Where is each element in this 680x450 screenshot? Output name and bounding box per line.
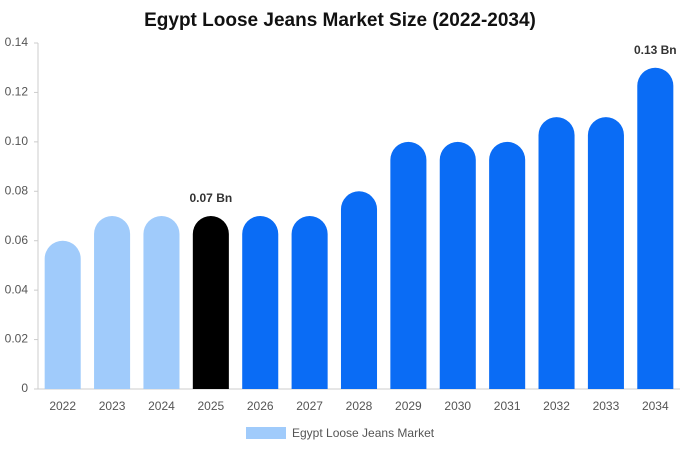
y-tick-label: 0.04 [5, 282, 29, 296]
y-tick-label: 0.08 [5, 183, 29, 197]
bar [44, 240, 81, 389]
bar [538, 117, 575, 389]
bar [242, 215, 279, 389]
y-tick-label: 0.14 [5, 35, 29, 49]
x-tick-label: 2023 [99, 399, 126, 413]
x-tick-label: 2034 [642, 399, 669, 413]
legend-swatch [246, 427, 286, 439]
x-tick-label: 2026 [247, 399, 274, 413]
bar [291, 215, 328, 389]
y-tick-label: 0.06 [5, 233, 29, 247]
bar [587, 117, 624, 389]
x-tick-label: 2029 [395, 399, 422, 413]
x-tick-label: 2022 [49, 399, 76, 413]
bar [143, 216, 180, 389]
bar [94, 216, 131, 389]
bar [192, 216, 229, 389]
x-tick-label: 2032 [543, 399, 570, 413]
bar [439, 141, 476, 389]
x-tick-label: 2033 [593, 399, 620, 413]
legend-label: Egypt Loose Jeans Market [292, 426, 435, 440]
value-label: 0.13 Bn [634, 43, 677, 57]
bar [390, 141, 427, 389]
y-tick-label: 0.10 [5, 134, 29, 148]
y-tick-label: 0 [21, 381, 28, 395]
x-tick-label: 2028 [346, 399, 373, 413]
chart-title: Egypt Loose Jeans Market Size (2022-2034… [144, 10, 536, 31]
bar [340, 191, 378, 389]
x-tick-label: 2031 [494, 399, 521, 413]
y-tick-label: 0.02 [5, 332, 29, 346]
x-tick-label: 2024 [148, 399, 175, 413]
x-tick-label: 2025 [197, 399, 224, 413]
bar [637, 67, 674, 390]
bar [489, 141, 526, 389]
y-tick-label: 0.12 [5, 85, 29, 99]
x-tick-label: 2027 [296, 399, 323, 413]
value-label: 0.07 Bn [190, 191, 233, 205]
x-tick-label: 2030 [444, 399, 471, 413]
